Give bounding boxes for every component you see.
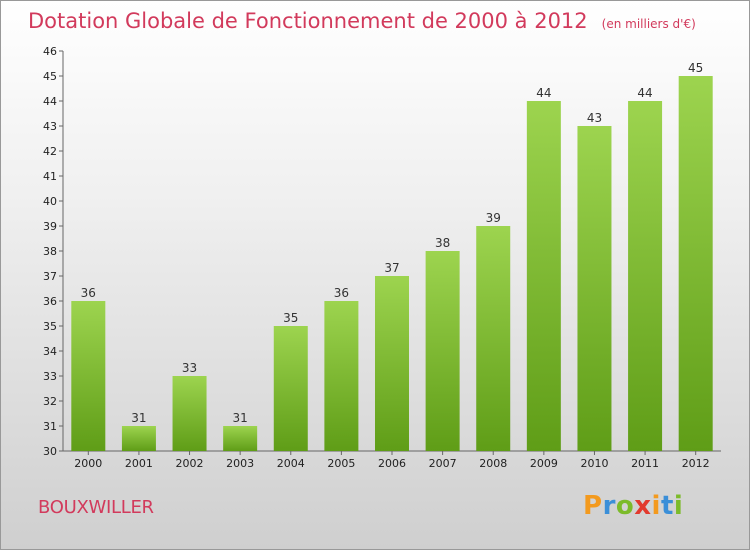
logo-letter: i: [651, 491, 661, 521]
y-tick-label: 36: [43, 295, 57, 308]
logo-letter: t: [660, 491, 674, 521]
y-tick-label: 41: [43, 170, 57, 183]
chart-data-labels: 36 31 33 31 35 36 37 38 39 44 43 44 45: [81, 61, 704, 425]
logo-letter: r: [602, 491, 616, 521]
bar: [425, 251, 460, 451]
data-label: 43: [587, 111, 602, 125]
chart-title-text: Dotation Globale de Fonctionnement de 20…: [28, 9, 588, 33]
x-tick-label: 2008: [479, 457, 507, 470]
data-label: 39: [486, 211, 501, 225]
x-tick-label: 2005: [327, 457, 355, 470]
y-tick-label: 42: [43, 145, 57, 158]
bar: [628, 101, 663, 451]
chart-axes: 30 31 32 33 34 35 36 37 38 39 40 41 42 43 44 45 46 2000 20…: [43, 45, 721, 470]
bar: [577, 126, 612, 451]
x-tick-label: 2004: [277, 457, 305, 470]
y-tick-label: 32: [43, 395, 57, 408]
x-tick-label: 2003: [226, 457, 254, 470]
data-label: 45: [688, 61, 703, 75]
x-tick-label: 2009: [530, 457, 558, 470]
bar: [273, 326, 308, 451]
logo-letter: o: [615, 491, 635, 521]
y-tick-label: 39: [43, 220, 57, 233]
chart-title: Dotation Globale de Fonctionnement de 20…: [28, 9, 696, 33]
x-tick-label: 2011: [631, 457, 659, 470]
bar: [71, 301, 106, 451]
logo-letter: i: [673, 491, 684, 521]
y-tick-label: 30: [43, 445, 57, 458]
x-tick-label: 2002: [176, 457, 204, 470]
bar: [223, 426, 258, 451]
y-tick-label: 43: [43, 120, 57, 133]
y-tick-label: 38: [43, 245, 57, 258]
data-label: 36: [334, 286, 349, 300]
y-tick-label: 46: [43, 45, 57, 58]
data-label: 38: [435, 236, 450, 250]
proxiti-logo[interactable]: Proxiti: [583, 491, 683, 521]
bar: [678, 76, 713, 451]
data-label: 44: [536, 86, 551, 100]
y-tick-label: 31: [43, 420, 57, 433]
data-label: 37: [384, 261, 399, 275]
x-tick-label: 2007: [429, 457, 457, 470]
y-tick-label: 33: [43, 370, 57, 383]
y-tick-label: 40: [43, 195, 57, 208]
y-tick-label: 35: [43, 320, 57, 333]
logo-letter: P: [583, 491, 603, 521]
chart-bars: [71, 76, 713, 451]
x-tick-label: 2000: [74, 457, 102, 470]
data-label: 31: [131, 411, 146, 425]
y-tick-label: 37: [43, 270, 57, 283]
bar: [476, 226, 511, 451]
data-label: 36: [81, 286, 96, 300]
bar: [121, 426, 156, 451]
bar: [172, 376, 207, 451]
x-tick-label: 2001: [125, 457, 153, 470]
data-label: 33: [182, 361, 197, 375]
data-label: 31: [233, 411, 248, 425]
commune-name: BOUXWILLER: [38, 497, 154, 518]
bar: [526, 101, 561, 451]
x-tick-label: 2006: [378, 457, 406, 470]
x-tick-label: 2010: [580, 457, 608, 470]
data-label: 35: [283, 311, 298, 325]
y-tick-label: 45: [43, 70, 57, 83]
data-label: 44: [637, 86, 652, 100]
bar: [324, 301, 359, 451]
chart-unit-label: (en milliers d'€): [601, 17, 696, 31]
y-tick-label: 44: [43, 95, 57, 108]
x-tick-label: 2012: [682, 457, 710, 470]
y-tick-label: 34: [43, 345, 57, 358]
bar: [375, 276, 409, 451]
logo-letter: x: [634, 491, 652, 521]
